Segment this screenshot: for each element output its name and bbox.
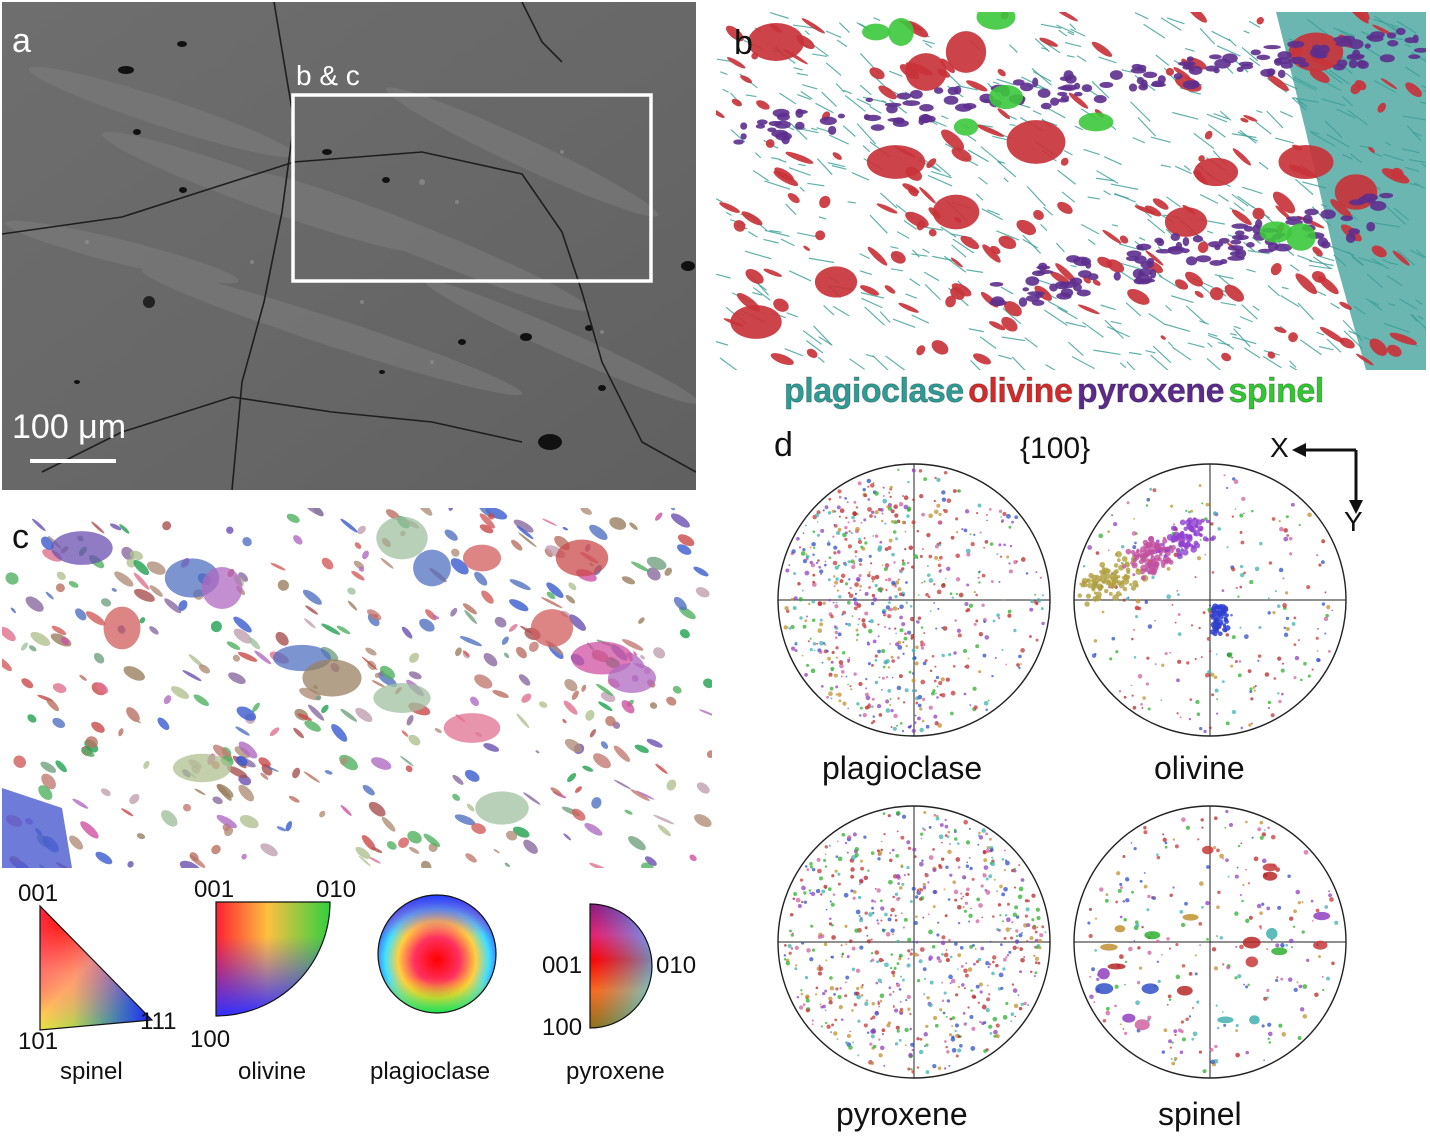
plagioclase-key-name: plagioclase (370, 1058, 491, 1085)
pyroxene-key-v3: 100 (542, 1014, 583, 1041)
olivine-key-v1: 001 (194, 876, 235, 903)
pole-figures (777, 443, 1363, 1079)
panel-d-label: d (774, 426, 793, 464)
spinel-key-v3: 111 (140, 1008, 177, 1035)
bse-image (2, 2, 696, 490)
plagioclase-key-circle (377, 894, 497, 1014)
pf-label-olivine: olivine (1154, 750, 1245, 786)
panel-d: d {100} X Y plagioclase olivine pyroxene… (716, 420, 1430, 1138)
legend-olivine: olivine (968, 372, 1074, 411)
panel-a-label: a (12, 22, 31, 60)
pf-plagioclase (777, 463, 1051, 737)
spinel-key-v2: 101 (18, 1028, 59, 1055)
olivine-key-quarter (215, 901, 331, 1017)
spinel-key-v1: 001 (18, 880, 59, 907)
xy-axis-arrows (1292, 443, 1363, 514)
legend-spinel: spinel (1228, 372, 1325, 411)
pf-olivine (1073, 463, 1347, 737)
pf-label-plagioclase: plagioclase (822, 750, 983, 786)
legend-plagioclase: plagioclase (784, 372, 965, 411)
olivine-key-name: olivine (238, 1058, 307, 1085)
spinel-key-name: spinel (60, 1058, 123, 1085)
pf-spinel (1073, 805, 1347, 1079)
panel-a: a b & c 100 μm (2, 2, 696, 490)
panel-c: c (2, 508, 712, 868)
panel-b: b (716, 12, 1426, 370)
pf-label-pyroxene: pyroxene (836, 1096, 968, 1132)
scale-bar-label: 100 μm (12, 408, 127, 446)
pyroxene-key-name: pyroxene (566, 1058, 665, 1085)
legend-pyroxene: pyroxene (1076, 372, 1225, 411)
pole-figure-label: {100} (1020, 432, 1091, 465)
panel-b-label: b (734, 24, 753, 62)
color-keys: 001 101 111 spinel 001 010 100 olivine p… (0, 872, 715, 1138)
olivine-key-v3: 100 (190, 1026, 231, 1053)
axis-y-label: Y (1344, 506, 1363, 537)
spinel-key-triangle (39, 904, 154, 1031)
pyroxene-key-half (589, 903, 653, 1029)
region-label: b & c (296, 60, 360, 91)
pf-label-spinel: spinel (1158, 1096, 1242, 1132)
phase-legend: plagioclase olivine pyroxene spinel (784, 372, 1384, 412)
phase-grains (716, 12, 1426, 370)
olivine-key-v2: 010 (316, 876, 357, 903)
ebsd-map (2, 508, 712, 868)
pyroxene-key-v2: 010 (656, 952, 697, 979)
pf-pyroxene (777, 805, 1051, 1079)
phase-map (716, 12, 1426, 370)
panel-c-label: c (12, 518, 29, 556)
ipf-keys (39, 894, 653, 1031)
axis-x-label: X (1270, 432, 1289, 463)
pyroxene-key-v1: 001 (542, 952, 583, 979)
ebsd-grains (2, 508, 712, 868)
